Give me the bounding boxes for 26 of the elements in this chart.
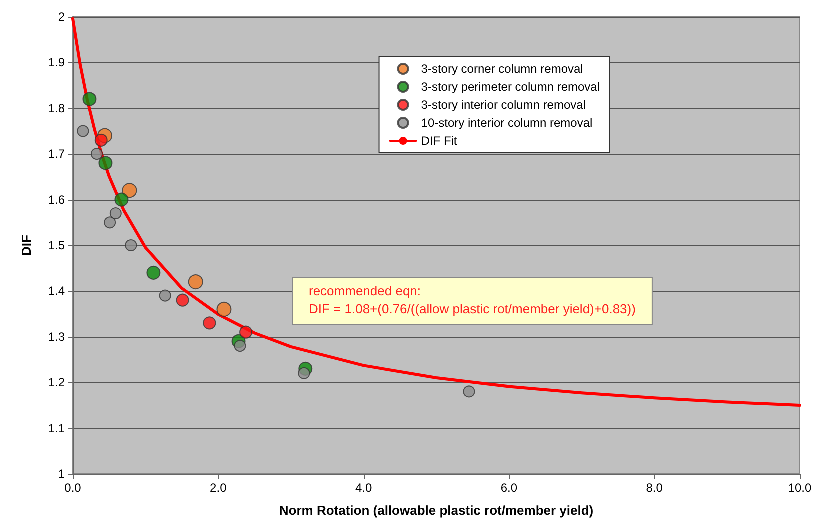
y-tick-label: 1 <box>58 467 66 481</box>
legend-label: 10-story interior column removal <box>421 116 593 130</box>
legend-label: 3-story interior column removal <box>421 98 586 112</box>
x-tick-label: 2.0 <box>210 481 228 495</box>
annotation: recommended eqn: <box>309 284 422 298</box>
y-tick-label: 1.6 <box>48 192 66 207</box>
annotation: DIF = 1.08+(0.76/((allow plastic rot/member yield)+0.83)) <box>309 302 636 316</box>
x-tick-label: 4.0 <box>355 481 372 495</box>
y-tick-label: 1.4 <box>48 284 66 298</box>
y-tick-label: 1.1 <box>48 421 66 436</box>
legend-label: 3-story corner column removal <box>421 62 584 76</box>
x-tick-label: 10.0 <box>788 481 812 495</box>
y-tick-label: 1.7 <box>48 147 66 162</box>
x-tick-label: 8.0 <box>646 481 664 495</box>
x-tick-label: 0.0 <box>64 481 82 495</box>
legend-label: DIF Fit <box>421 134 458 148</box>
x-tick-label: 6.0 <box>500 481 518 495</box>
y-tick-label: 1.9 <box>48 56 66 70</box>
y-tick-label: 1.2 <box>48 376 66 390</box>
y-tick-label: 2 <box>58 10 66 24</box>
y-tick-label: 1.5 <box>48 238 66 252</box>
y-axis-title: DIF <box>19 234 34 256</box>
x-axis-title: Norm Rotation (allowable plastic rot/member yield) <box>279 503 594 518</box>
legend-label: 3-story perimeter column removal <box>421 80 600 94</box>
y-tick-label: 1.8 <box>48 101 66 116</box>
y-tick-label: 1.3 <box>48 330 66 344</box>
